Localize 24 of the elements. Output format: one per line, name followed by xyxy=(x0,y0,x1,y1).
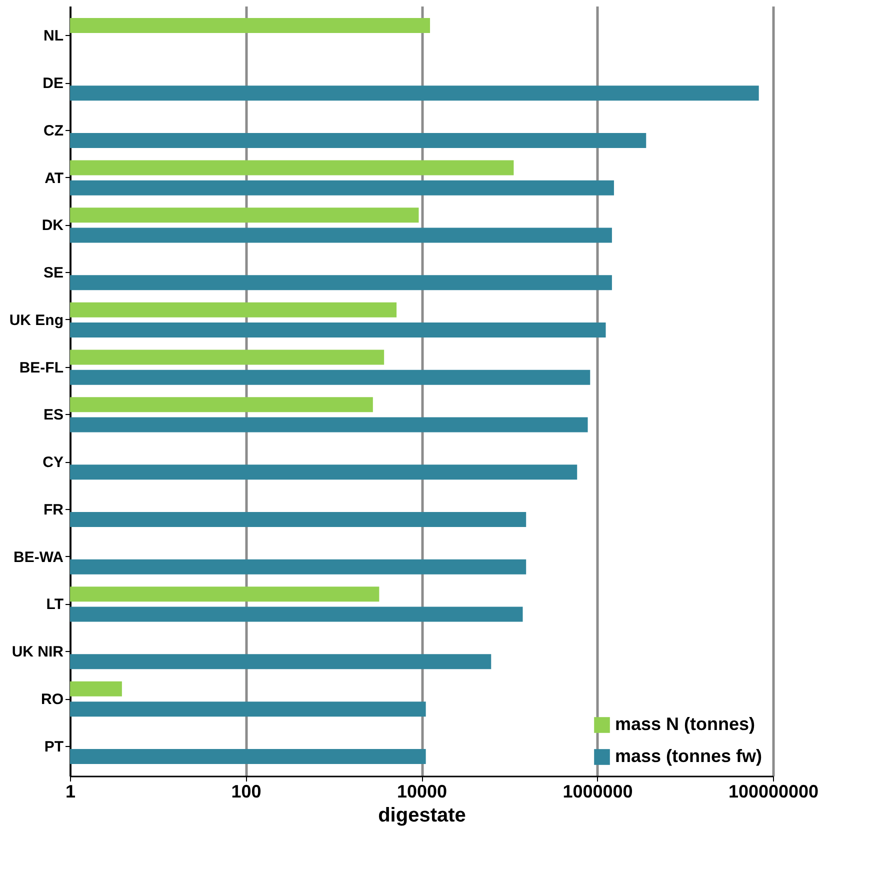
x-tick-label: 100000000 xyxy=(728,782,819,802)
y-tick-label: RO xyxy=(41,691,64,708)
legend-label: mass N (tonnes) xyxy=(615,714,756,734)
y-tick-label: FR xyxy=(44,501,64,518)
x-tick-label: 100 xyxy=(231,782,262,802)
y-tick-label: CZ xyxy=(44,122,64,140)
x-tick-label: 1000000 xyxy=(562,782,633,802)
y-tick-label: AT xyxy=(44,170,64,187)
y-tick-label: DK xyxy=(42,217,64,234)
x-tick-label: 1 xyxy=(65,782,76,802)
y-tick-label: SE xyxy=(43,264,64,282)
y-tick-label: LT xyxy=(46,596,64,614)
legend-label: mass (tonnes fw) xyxy=(615,746,762,766)
x-tick-label: 10000 xyxy=(396,782,448,802)
y-tick-label: CY xyxy=(42,454,64,472)
y-tick-label: UK Eng xyxy=(9,312,64,329)
y-tick-label: ES xyxy=(43,406,64,424)
y-tick-label: DE xyxy=(42,75,64,92)
y-tick-label: NL xyxy=(44,28,64,45)
x-axis-title: digestate xyxy=(378,804,466,826)
y-tick-label: BE-WA xyxy=(14,548,64,566)
y-tick-label: UK NIR xyxy=(12,644,64,661)
y-tick-label: BE-FL xyxy=(19,359,64,376)
y-tick-label: PT xyxy=(44,738,64,756)
